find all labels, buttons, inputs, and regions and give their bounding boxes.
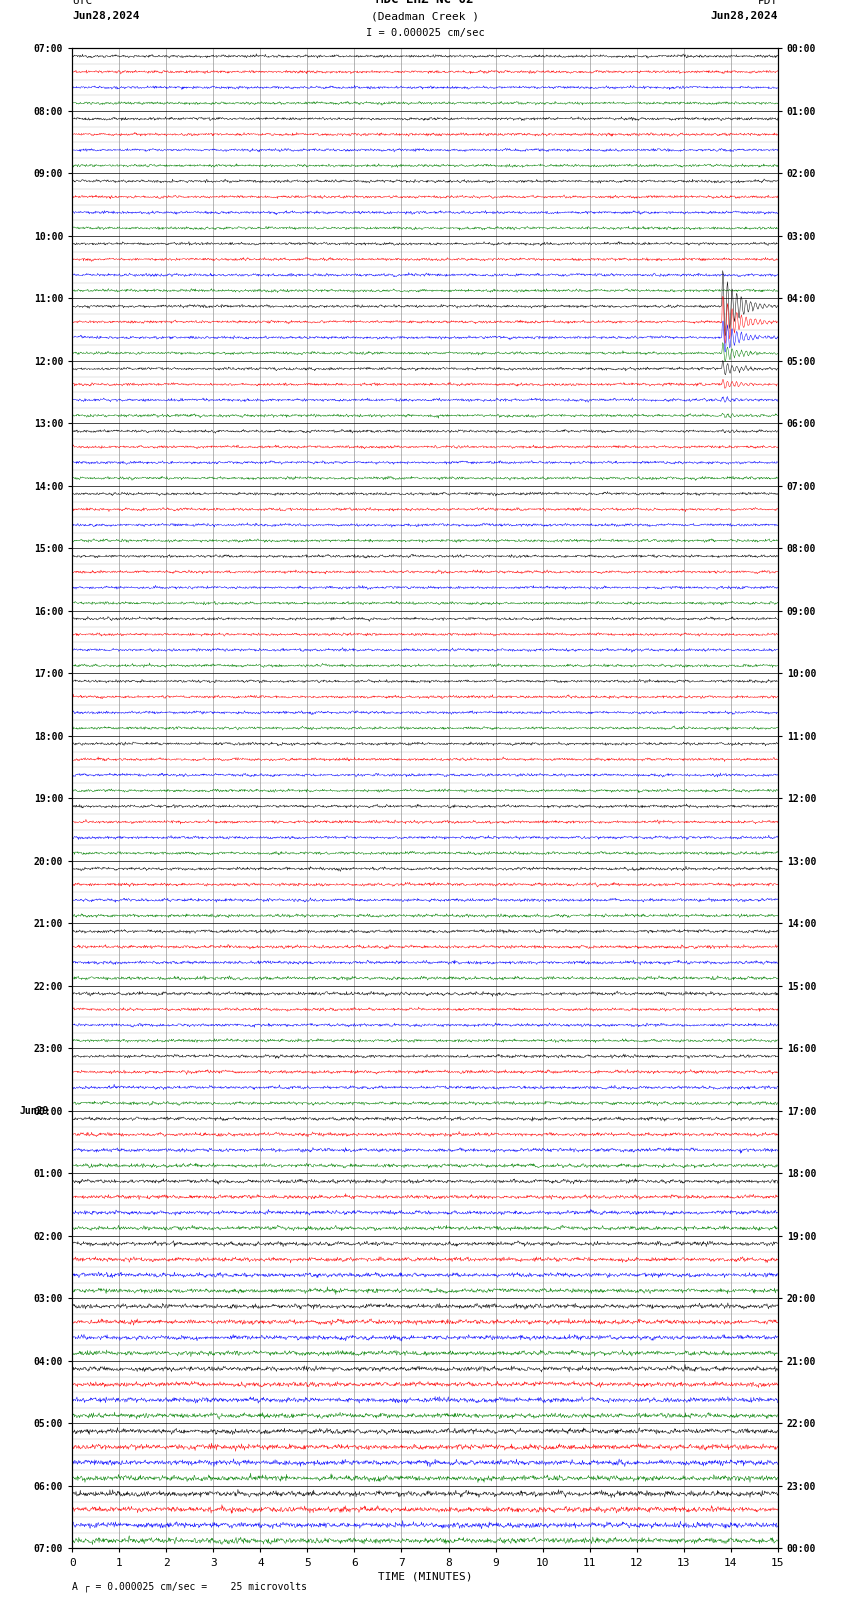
Text: I = 0.000025 cm/sec: I = 0.000025 cm/sec xyxy=(366,27,484,37)
Text: Jun28,2024: Jun28,2024 xyxy=(711,11,778,21)
Text: Jun28,2024: Jun28,2024 xyxy=(72,11,139,21)
X-axis label: TIME (MINUTES): TIME (MINUTES) xyxy=(377,1571,473,1582)
Text: (Deadman Creek ): (Deadman Creek ) xyxy=(371,11,479,21)
Text: PDT: PDT xyxy=(757,0,778,6)
Text: MDC EHZ NC 02: MDC EHZ NC 02 xyxy=(377,0,473,6)
Text: UTC: UTC xyxy=(72,0,93,6)
Text: Jun29: Jun29 xyxy=(20,1107,48,1116)
Text: A ┌ = 0.000025 cm/sec =    25 microvolts: A ┌ = 0.000025 cm/sec = 25 microvolts xyxy=(72,1581,307,1592)
